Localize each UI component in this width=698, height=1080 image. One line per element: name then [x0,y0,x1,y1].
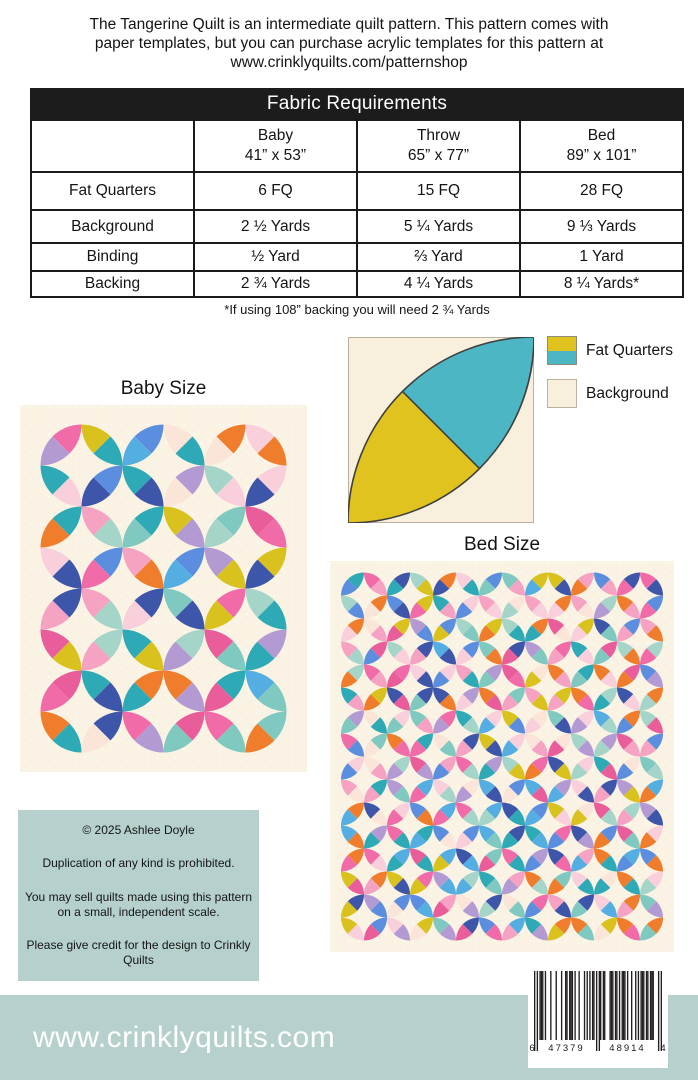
intro-text: The Tangerine Quilt is an intermediate q… [89,16,609,71]
barcode-digit-group: 47379 [548,1043,585,1054]
table-cell: ½ Yard [193,242,358,272]
table-cell: 5 ¼ Yards [356,209,521,244]
table-cell: 15 FQ [356,171,521,211]
barcode-digit-group: 48914 [609,1043,646,1054]
table-cell: 8 ¼ Yards* [519,270,684,298]
no-duplication-line: Duplication of any kind is prohibited. [42,856,235,871]
barcode-digits: 6 47379 48914 4 [528,1043,668,1057]
table-row: Background 2 ½ Yards 5 ¼ Yards 9 ⅓ Yards [30,209,684,244]
size-name: Throw [416,127,461,144]
size-dimensions: 89” x 101” [566,147,637,164]
fabric-requirements-table: Baby 41” x 53” Throw 65” x 77” Bed 89” x 101”… [30,119,684,298]
barcode-digit: 4 [660,1043,666,1054]
table-cell: 1 Yard [519,242,684,272]
size-dimensions: 65” x 77” [407,147,470,164]
orange-peel-block-diagram [348,337,534,523]
legend-label: Fat Quarters [586,341,673,359]
table-cell: ⅔ Yard [356,242,521,272]
column-header: Baby 41” x 53” [193,119,358,173]
barcode: 6 47379 48914 4 [528,963,668,1068]
fat-quarters-swatch-teal [548,350,576,364]
table-corner-cell [30,119,195,173]
column-header: Bed 89” x 101” [519,119,684,173]
fabric-requirements-header: Fabric Requirements [30,88,684,119]
legend-item-background: Background [547,379,673,408]
table-cell: 9 ⅓ Yards [519,209,684,244]
barcode-bars [534,971,662,1051]
table-header-row: Baby 41” x 53” Throw 65” x 77” Bed 89” x 101” [30,119,684,173]
fabric-requirements-section: Fabric Requirements Baby 41” x 53” Throw 65… [30,88,684,317]
row-label: Background [30,209,195,244]
copyright-line: © 2025 Ashlee Doyle [82,823,195,837]
row-label: Fat Quarters [30,171,195,211]
bed-quilt-title: Bed Size [463,534,541,555]
legend-item-fat-quarters: Fat Quarters [547,336,673,365]
column-header: Throw 65” x 77” [356,119,521,173]
table-row: Binding ½ Yard ⅔ Yard 1 Yard [30,242,684,272]
size-name: Bed [587,127,616,144]
table-row: Fat Quarters 6 FQ 15 FQ 28 FQ [30,171,684,211]
baby-quilt-title: Baby Size [120,378,207,399]
table-cell: 6 FQ [193,171,358,211]
legend: Fat Quarters Background [547,336,673,408]
size-dimensions: 41” x 53” [244,147,307,164]
barcode-digit: 6 [529,1043,535,1054]
backing-footnote: *If using 108” backing you will need 2 ¾… [224,302,490,317]
table-cell: 2 ¾ Yards [193,270,358,298]
legend-label: Background [586,384,669,402]
table-cell: 2 ½ Yards [193,209,358,244]
copyright-box: © 2025 Ashlee Doyle Duplication of any k… [18,810,259,981]
table-cell: 28 FQ [519,171,684,211]
size-name: Baby [257,127,294,144]
table-cell: 4 ¼ Yards [356,270,521,298]
background-swatch [547,379,577,408]
row-label: Backing [30,270,195,298]
fat-quarters-swatch-yellow [548,337,576,351]
baby-quilt-image [20,405,307,772]
table-row: Backing 2 ¾ Yards 4 ¼ Yards 8 ¼ Yards* [30,270,684,298]
row-label: Binding [30,242,195,272]
selling-terms-line: You may sell quilts made using this patt… [24,889,252,919]
fat-quarters-swatch [547,336,577,365]
website-url: www.crinklyquilts.com [33,1020,336,1054]
bed-quilt-image [330,561,674,952]
credit-line: Please give credit for the design to Cri… [26,937,251,967]
